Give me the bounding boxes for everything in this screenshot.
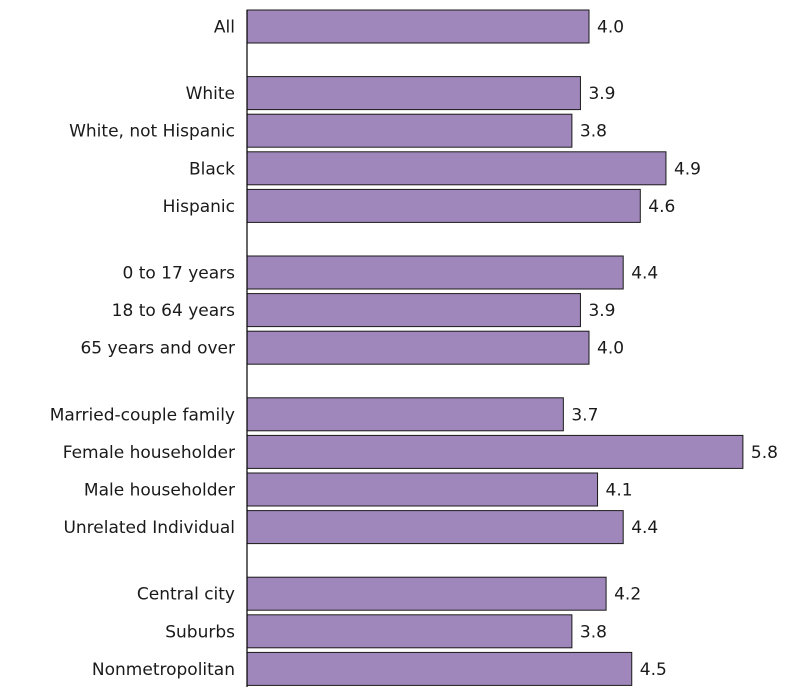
bar-10 (246, 472, 599, 507)
bar-12 (246, 576, 607, 611)
category-label-14: Nonmetropolitan (92, 660, 235, 680)
value-label-4: 4.6 (648, 197, 675, 217)
category-label-12: Central city (137, 585, 235, 605)
category-label-1: White (186, 84, 235, 104)
category-label-9: Female householder (63, 443, 235, 463)
category-label-13: Suburbs (165, 622, 235, 642)
category-label-8: Married-couple family (50, 405, 235, 425)
bar-4 (246, 188, 641, 223)
bar-2 (246, 113, 573, 148)
category-label-2: White, not Hispanic (69, 122, 235, 142)
bar-3 (246, 151, 667, 186)
value-label-11: 4.4 (631, 518, 658, 538)
value-label-1: 3.9 (588, 84, 615, 104)
category-label-6: 18 to 64 years (112, 301, 235, 321)
category-label-4: Hispanic (163, 197, 235, 217)
category-label-5: 0 to 17 years (122, 264, 235, 284)
category-labels-group: All White White, not Hispanic Black Hispanic… (50, 18, 235, 680)
bar-5 (246, 255, 624, 290)
category-label-0: All (214, 18, 235, 38)
value-label-6: 3.9 (588, 301, 615, 321)
category-label-11: Unrelated Individual (63, 518, 235, 538)
value-label-13: 3.8 (580, 622, 607, 642)
bar-8 (246, 397, 564, 432)
bar-7 (246, 330, 590, 365)
bar-9 (246, 434, 744, 469)
bar-6 (246, 293, 581, 328)
bar-0 (246, 9, 590, 44)
value-label-2: 3.8 (580, 122, 607, 142)
value-label-9: 5.8 (751, 443, 778, 463)
value-label-8: 3.7 (571, 405, 598, 425)
bar-1 (246, 76, 581, 111)
value-label-7: 4.0 (597, 339, 624, 359)
bar-13 (246, 614, 573, 649)
value-label-10: 4.1 (606, 481, 633, 501)
category-label-7: 65 years and over (80, 339, 235, 359)
value-label-5: 4.4 (631, 264, 658, 284)
value-label-0: 4.0 (597, 18, 624, 38)
bar-14 (246, 651, 633, 686)
value-label-14: 4.5 (640, 660, 667, 680)
value-label-3: 4.9 (674, 159, 701, 179)
category-label-10: Male householder (84, 481, 235, 501)
category-label-3: Black (189, 159, 235, 179)
bar-11 (246, 510, 624, 545)
value-label-12: 4.2 (614, 585, 641, 605)
bars-group (246, 9, 744, 686)
value-labels-group: 4.0 3.9 3.8 4.9 4.6 4.4 3.9 4.0 3.7 5.8 4.1 4.4 4.2 3… (571, 18, 778, 680)
